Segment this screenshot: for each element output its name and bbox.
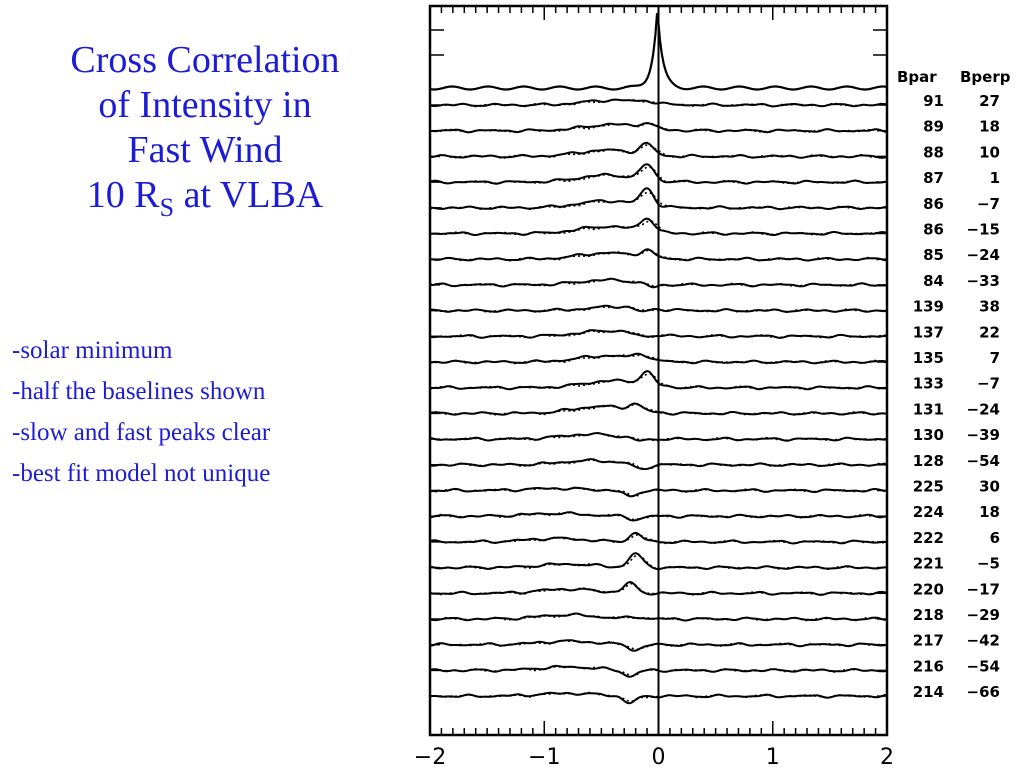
title-subscript: S [159, 193, 175, 222]
baseline-trace [429, 486, 888, 498]
bpar-value: 224 [913, 503, 944, 521]
baseline-trace [429, 187, 888, 211]
baseline-trace [429, 98, 888, 108]
bperp-value: −33 [967, 272, 1000, 290]
bperp-value: −24 [967, 246, 1000, 264]
bperp-value: −15 [967, 221, 1000, 239]
bpar-value: 128 [913, 452, 944, 470]
bpar-value: 131 [913, 400, 944, 418]
baseline-trace [429, 402, 888, 416]
bullet-item: -half the baselines shown [12, 378, 266, 405]
bperp-value: 1 [990, 169, 1000, 187]
x-tick-label: −1 [528, 745, 560, 768]
bullet-item: -best fit model not unique [12, 460, 271, 487]
bullet-item: -slow and fast peaks clear [12, 419, 271, 446]
title-line-4-prefix: 10 R [86, 174, 160, 216]
bpar-value: 88 [923, 143, 944, 161]
bperp-value: −7 [977, 375, 1000, 393]
baseline-trace [429, 664, 888, 678]
bpar-value: 85 [923, 246, 944, 264]
x-tick-label: 1 [766, 745, 780, 768]
title-line-3: Fast Wind [127, 129, 283, 171]
title-line-4: 10 RS at VLBA [0, 173, 410, 230]
bpar-value: 87 [923, 169, 944, 187]
bpar-value: 130 [913, 426, 944, 444]
bpar-value: 216 [913, 657, 944, 675]
bpar-value: 218 [913, 606, 944, 624]
bperp-value: −54 [967, 657, 1000, 675]
bullet-list: -solar minimum -half the baselines shown… [12, 330, 270, 494]
bpar-value: 86 [923, 195, 944, 213]
baseline-trace [429, 217, 888, 236]
bperp-value: −17 [967, 580, 1000, 598]
x-tick-label: 2 [880, 745, 894, 768]
baseline-trace [430, 691, 888, 705]
baseline-trace [429, 277, 888, 289]
bpar-value: 86 [923, 221, 944, 239]
bpar-value: 139 [913, 298, 944, 316]
baseline-trace [429, 304, 888, 313]
title-line-1: Cross Correlation [70, 39, 340, 81]
bpar-value: 225 [913, 478, 944, 496]
baseline-trace [429, 329, 888, 339]
bperp-value: −7 [977, 195, 1000, 213]
bperp-value: −39 [967, 426, 1000, 444]
bpar-value: 133 [913, 375, 944, 393]
bperp-value: 38 [979, 298, 1000, 316]
baseline-trace [429, 639, 888, 652]
bpar-value: 84 [923, 272, 944, 290]
bpar-value: 220 [913, 580, 944, 598]
bperp-value: −54 [967, 452, 1000, 470]
title-line-2: of Intensity in [98, 84, 312, 126]
bpar-value: 222 [913, 529, 944, 547]
bperp-value: −29 [967, 606, 1000, 624]
bperp-value: −42 [967, 632, 1000, 650]
bperp-value: 18 [979, 118, 1000, 136]
bpar-value: 137 [913, 323, 944, 341]
bperp-value: 30 [979, 478, 1000, 496]
autocorrelation-trace [429, 12, 888, 91]
baseline-trace [429, 511, 888, 522]
x-tick-label: −2 [414, 745, 446, 768]
baseline-trace [430, 370, 887, 391]
slide-title: Cross Correlation of Intensity in Fast W… [0, 38, 410, 230]
baseline-trace [429, 248, 888, 262]
bperp-value: 10 [979, 143, 1000, 161]
bperp-value: −24 [967, 400, 1000, 418]
x-tick-label: 0 [652, 745, 666, 768]
bperp-value: 22 [979, 323, 1000, 341]
baseline-trace [429, 432, 888, 442]
baseline-trace [429, 352, 888, 365]
bperp-value: 27 [979, 92, 1000, 110]
bperp-header: Bperp [960, 68, 1011, 86]
bpar-value: 217 [913, 632, 944, 650]
model-trace [429, 372, 888, 390]
baseline-trace [429, 612, 887, 622]
title-line-4-suffix: at VLBA [174, 174, 324, 216]
bperp-value: 7 [990, 349, 1000, 367]
baseline-trace [430, 141, 888, 159]
baseline-trace [429, 458, 888, 471]
baseline-trace [429, 531, 888, 545]
bullet-item: -solar minimum [12, 337, 173, 364]
bperp-value: −66 [967, 683, 1000, 701]
bperp-value: 6 [990, 529, 1000, 547]
bpar-value: 89 [923, 118, 944, 136]
bpar-header: Bpar [897, 68, 937, 86]
bperp-value: 18 [979, 503, 1000, 521]
bpar-value: 135 [913, 349, 944, 367]
baseline-trace [429, 163, 888, 185]
baseline-trace [429, 552, 888, 571]
bpar-value: 221 [913, 555, 944, 573]
baseline-trace [429, 122, 888, 134]
bperp-value: −5 [977, 555, 1000, 573]
baseline-trace [429, 580, 888, 596]
bpar-value: 214 [913, 683, 944, 701]
bpar-value: 91 [923, 92, 944, 110]
